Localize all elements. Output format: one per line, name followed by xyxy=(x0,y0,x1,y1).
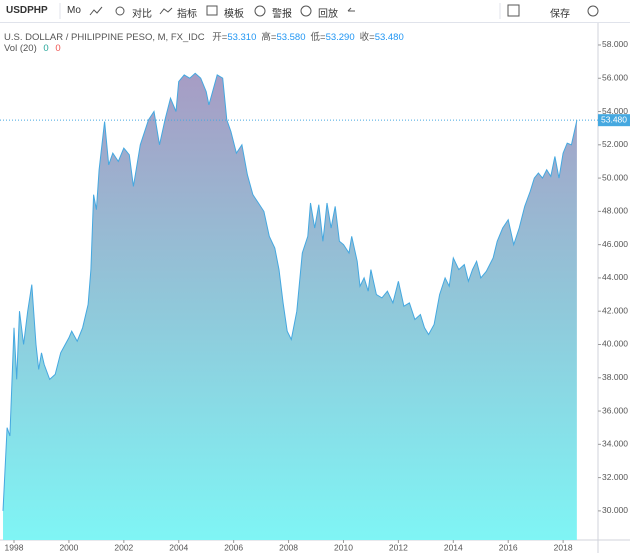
tool[interactable]: 回放 xyxy=(318,9,338,20)
y-tick-label: 46.000 xyxy=(602,239,628,249)
tool[interactable]: 对比 xyxy=(132,9,152,20)
volume-label: Vol (20) xyxy=(4,43,37,54)
last-price-box xyxy=(598,114,630,127)
x-tick-label: 2000 xyxy=(59,542,78,552)
icon xyxy=(159,7,173,15)
y-tick-label: 42.000 xyxy=(602,305,628,315)
ohlc-value: 53.290 xyxy=(325,32,355,43)
ohlc-value: 53.310 xyxy=(227,32,257,43)
ohlc-label: 低= xyxy=(310,32,326,43)
y-tick-label: 30.000 xyxy=(602,505,628,515)
x-tick-label: 1998 xyxy=(5,542,24,552)
y-tick-label: 38.000 xyxy=(602,372,628,382)
x-tick-label: 2010 xyxy=(334,542,353,552)
icon xyxy=(206,5,218,16)
ohlc-value: 53.580 xyxy=(276,32,306,43)
volume-legend: Vol (20) 0 0 xyxy=(4,43,61,54)
y-tick-label: 58.000 xyxy=(602,39,628,49)
icon xyxy=(507,4,520,17)
symbol[interactable]: USDPHP xyxy=(6,5,48,16)
chart: 30.000 32.000 34.000 36.000 38.000 40.000 42.0… xyxy=(0,23,630,553)
y-tick-label: 54.000 xyxy=(602,106,628,116)
legend-title: U.S. DOLLAR / PHILIPPINE PESO, M, FX_IDC xyxy=(4,32,205,43)
legend: U.S. DOLLAR / PHILIPPINE PESO, M, FX_IDC… xyxy=(4,29,404,43)
tool[interactable]: 指标 xyxy=(177,9,197,20)
save[interactable]: 保存 xyxy=(550,9,570,20)
y-tick-label: 34.000 xyxy=(602,439,628,449)
toolbar: USDPHP Mo 对比 指标 模板 警报 回放 保存 xyxy=(0,0,630,23)
y-tick-label: 40.000 xyxy=(602,339,628,349)
x-tick-label: 2016 xyxy=(499,542,518,552)
x-tick-label: 2018 xyxy=(554,542,573,552)
x-tick-label: 2006 xyxy=(224,542,243,552)
volume-value: 0 xyxy=(43,43,49,54)
x-tick-label: 2002 xyxy=(114,542,133,552)
y-tick-label: 52.000 xyxy=(602,139,628,149)
line xyxy=(2,72,578,511)
toolbar-icons xyxy=(59,3,599,19)
x-tick-label: 2004 xyxy=(169,542,188,552)
icon xyxy=(347,7,355,12)
ohlc-label: 高= xyxy=(261,32,277,43)
icon xyxy=(115,6,125,16)
icon xyxy=(89,6,103,16)
x-tick-label: 2014 xyxy=(444,542,463,552)
y-tick-label: 32.000 xyxy=(602,472,628,482)
icon xyxy=(587,5,599,17)
ohlc-value: 53.480 xyxy=(374,32,404,43)
last-price-label: 53.480 xyxy=(601,114,627,124)
tool[interactable]: 警报 xyxy=(272,9,292,20)
area xyxy=(3,73,577,541)
ohlc-label: 收= xyxy=(359,32,375,43)
icon xyxy=(300,5,312,17)
y-tick-label: 56.000 xyxy=(602,72,628,82)
y-tick-label: 50.000 xyxy=(602,172,628,182)
x-tick-label: 2012 xyxy=(389,542,408,552)
volume-value: 0 xyxy=(55,43,61,54)
ohlc-label: 开= xyxy=(212,32,228,43)
interval[interactable]: Mo xyxy=(67,5,81,16)
icon xyxy=(254,5,266,17)
y-tick-label: 36.000 xyxy=(602,405,628,415)
y-tick-label: 44.000 xyxy=(602,272,628,282)
y-tick-label: 48.000 xyxy=(602,206,628,216)
ohlc: 开=53.310 高=53.580 低=53.290 收=53.480 xyxy=(207,32,404,43)
x-tick-label: 2008 xyxy=(279,542,298,552)
tool[interactable]: 模板 xyxy=(224,9,244,20)
